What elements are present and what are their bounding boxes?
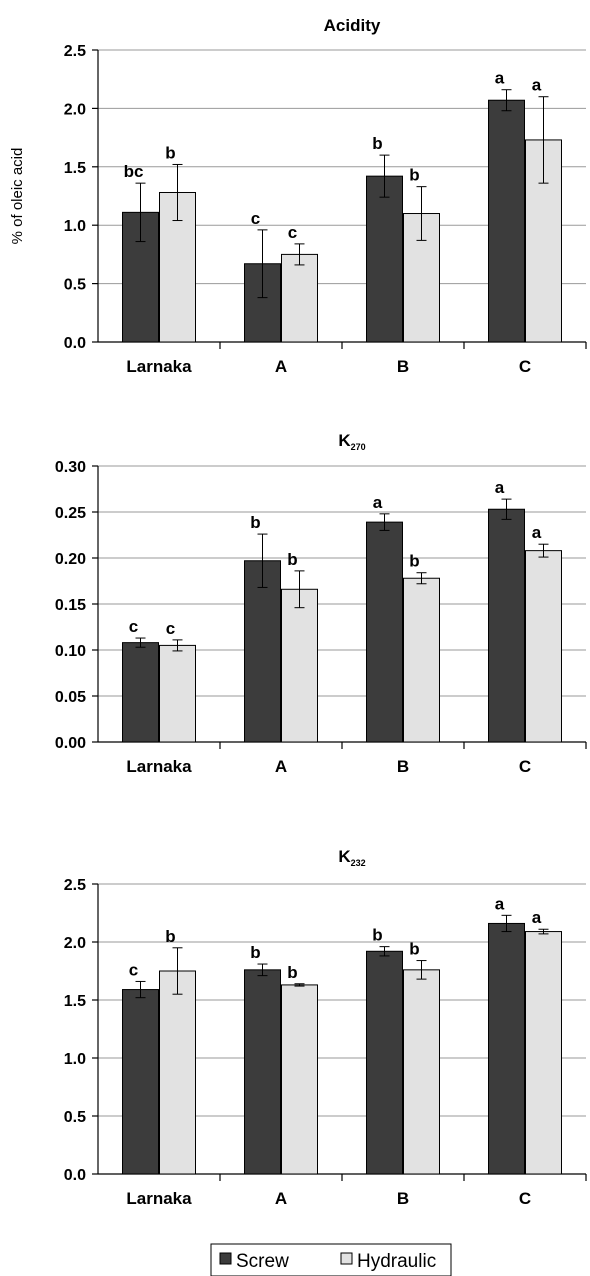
x-tick-label: B — [397, 757, 409, 776]
bar-screw — [366, 950, 403, 1175]
legend-label-hydraulic: Hydraulic — [357, 1251, 436, 1272]
bar-hydraulic — [281, 588, 318, 743]
significance-letter: a — [532, 76, 542, 95]
significance-letter: a — [532, 523, 542, 542]
chart-title: K270 — [338, 431, 365, 452]
y-tick-label: 0.00 — [55, 735, 86, 752]
chart-panel-2: K270 0.00 0.05 0.10 0.15 0.20 0.25 0.30 Larnaka c… — [55, 431, 587, 776]
significance-letter: b — [409, 552, 419, 571]
chart-title-main: Acidity — [324, 16, 381, 35]
bar-hydraulic — [281, 253, 318, 343]
significance-letter: b — [165, 143, 175, 162]
bar-hydraulic — [159, 644, 196, 743]
x-tick-label: A — [275, 357, 287, 376]
bar-hydraulic — [281, 984, 318, 1175]
chart-panel-1: Acidity 0.0 0.5 1.0 1.5 2.0 2.5 % of oleic acid… — [9, 16, 587, 376]
bar-screw — [488, 99, 525, 343]
y-tick-label: 0.5 — [64, 1109, 86, 1126]
bar-hydraulic — [525, 550, 562, 743]
x-tick-label: A — [275, 1189, 287, 1208]
y-tick-label: 0.0 — [64, 335, 86, 352]
x-tick-label: B — [397, 357, 409, 376]
chart-title-subscript: 270 — [351, 442, 366, 452]
y-tick-label: 2.0 — [64, 935, 86, 952]
significance-letter: a — [495, 894, 505, 913]
legend-swatch-hydraulic — [340, 1252, 353, 1265]
chart-title-subscript: 232 — [351, 858, 366, 868]
x-tick-label: Larnaka — [126, 757, 192, 776]
bar-hydraulic — [159, 970, 196, 1175]
chart-title: Acidity — [324, 16, 381, 35]
significance-letter: b — [372, 134, 382, 153]
significance-letter: b — [409, 166, 419, 185]
chart-title-main: K — [338, 431, 351, 450]
bar-screw — [244, 560, 281, 743]
y-tick-label: 0.30 — [55, 459, 86, 476]
y-tick-label: 0.10 — [55, 643, 86, 660]
significance-letter: bc — [124, 162, 144, 181]
significance-letter: b — [165, 927, 175, 946]
legend: Screw Hydraulic — [210, 1243, 452, 1276]
significance-letter: b — [287, 963, 297, 982]
bar-hydraulic — [525, 931, 562, 1175]
x-tick-label: C — [519, 1189, 531, 1208]
y-tick-label: 0.5 — [64, 277, 86, 294]
bar-hydraulic — [403, 577, 440, 743]
significance-letter: b — [250, 513, 260, 532]
significance-letter: a — [495, 69, 505, 88]
bar-screw — [244, 969, 281, 1175]
chart-panel-3: K232 0.0 0.5 1.0 1.5 2.0 2.5 Larnaka c b Ab b Bb b Ca a — [64, 847, 587, 1208]
bar-screw — [366, 521, 403, 743]
y-axis-label: % of oleic acid — [9, 148, 26, 245]
y-tick-label: 2.5 — [64, 43, 86, 60]
y-tick-label: 1.5 — [64, 993, 86, 1010]
bar-screw — [122, 989, 159, 1175]
significance-letter: b — [287, 550, 297, 569]
legend-label-screw: Screw — [236, 1251, 289, 1272]
y-tick-label: 0.20 — [55, 551, 86, 568]
y-tick-label: 0.25 — [55, 505, 86, 522]
significance-letter: c — [129, 960, 138, 979]
bar-screw — [366, 175, 403, 343]
significance-letter: a — [532, 908, 542, 927]
x-tick-label: A — [275, 757, 287, 776]
x-tick-label: B — [397, 1189, 409, 1208]
legend-box — [210, 1243, 452, 1276]
y-tick-label: 0.15 — [55, 597, 86, 614]
x-tick-label: C — [519, 757, 531, 776]
y-tick-label: 0.0 — [64, 1167, 86, 1184]
y-tick-label: 2.5 — [64, 877, 86, 894]
chart-title-main: K — [338, 847, 351, 866]
significance-letter: a — [495, 478, 505, 497]
bar-screw — [122, 642, 159, 743]
x-tick-label: Larnaka — [126, 1189, 192, 1208]
significance-letter: b — [250, 943, 260, 962]
y-tick-label: 1.0 — [64, 218, 86, 235]
y-tick-label: 0.05 — [55, 689, 86, 706]
significance-letter: c — [166, 619, 175, 638]
significance-letter: b — [409, 940, 419, 959]
bar-hydraulic — [403, 969, 440, 1175]
significance-letter: c — [129, 617, 138, 636]
y-tick-label: 1.0 — [64, 1051, 86, 1068]
x-tick-label: Larnaka — [126, 357, 192, 376]
legend-swatch-screw — [219, 1252, 232, 1265]
significance-letter: b — [372, 926, 382, 945]
significance-letter: c — [251, 209, 260, 228]
y-tick-label: 2.0 — [64, 101, 86, 118]
bar-screw — [488, 922, 525, 1175]
y-tick-label: 1.5 — [64, 160, 86, 177]
significance-letter: a — [373, 493, 383, 512]
chart-title: K232 — [338, 847, 365, 868]
bar-screw — [488, 508, 525, 743]
x-tick-label: C — [519, 357, 531, 376]
significance-letter: c — [288, 223, 297, 242]
